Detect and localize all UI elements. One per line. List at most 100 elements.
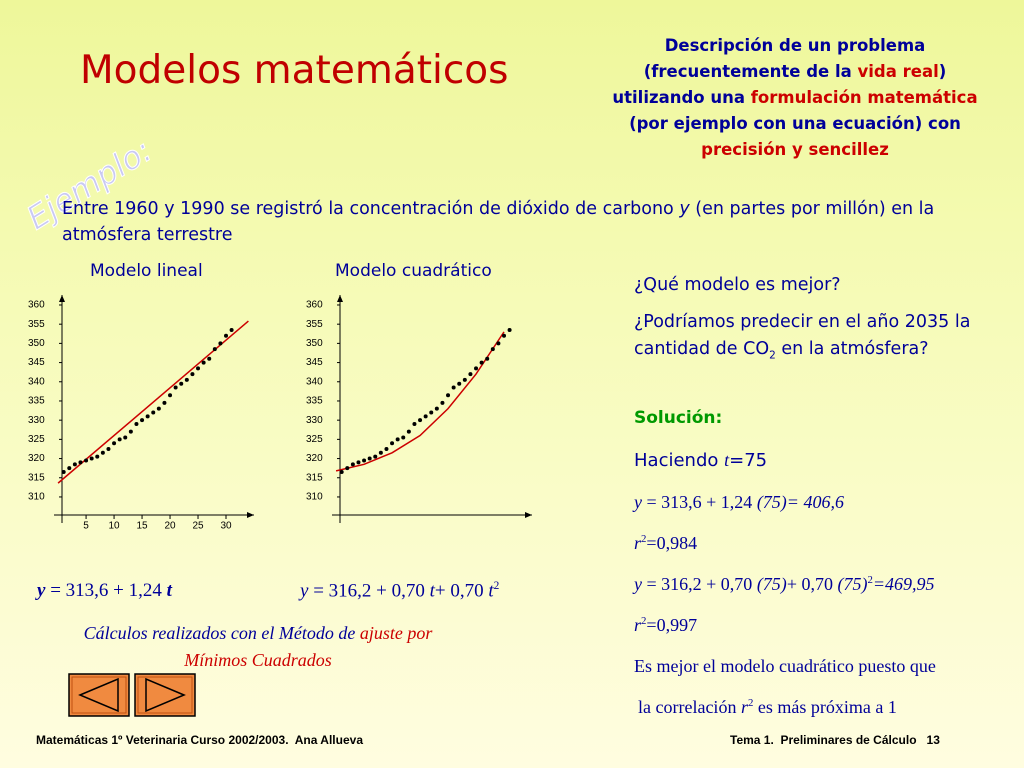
question: ¿Qué modelo es mejor? <box>634 275 841 295</box>
data-point <box>434 406 439 411</box>
y-tick-label: 320 <box>306 453 323 464</box>
data-point <box>140 418 145 423</box>
data-point <box>378 450 383 455</box>
data-point <box>201 360 206 365</box>
data-point <box>184 377 189 382</box>
data-point <box>61 469 66 474</box>
data-point <box>507 327 512 332</box>
questions: ¿Qué modelo es mejor? ¿Podríamos predeci… <box>634 272 1019 370</box>
solution-step: y = 313,6 + 1,24 (75)= 406,6 <box>634 492 844 513</box>
step-exp: 2 <box>641 533 647 545</box>
y-tick-label: 330 <box>306 415 323 426</box>
eq-text: = 313,6 + 1,24 <box>45 580 167 601</box>
data-point <box>350 462 355 467</box>
axis-arrow <box>247 512 254 518</box>
data-point <box>67 466 72 471</box>
solution-step: r2=0,997 <box>634 615 697 636</box>
method-highlight: ajuste por <box>359 623 433 643</box>
y-tick-label: 355 <box>28 319 45 330</box>
x-tick-label: 20 <box>164 521 176 532</box>
title: Modelos matemáticos <box>80 48 509 93</box>
data-point <box>173 385 178 390</box>
step-text: =0,984 <box>646 533 698 553</box>
data-point <box>196 366 201 371</box>
data-point <box>100 450 105 455</box>
eq-var: t <box>166 580 172 601</box>
data-point <box>229 327 234 332</box>
data-point <box>490 347 495 352</box>
solution-step: Es mejor el modelo cuadrático puesto que <box>634 656 936 676</box>
y-tick-label: 330 <box>28 415 45 426</box>
x-tick-label: 15 <box>136 521 148 532</box>
prev-button[interactable] <box>68 673 130 717</box>
data-point <box>112 441 117 446</box>
method: Cálculos realizados con el Método de aju… <box>28 620 488 674</box>
next-button[interactable] <box>134 673 196 717</box>
solution-step: y = 316,2 + 0,70 (75)+ 0,70 (75)2=469,95 <box>634 574 935 595</box>
step-text: =75 <box>729 450 768 471</box>
y-tick-label: 325 <box>28 434 45 445</box>
data-point <box>207 356 212 361</box>
data-point <box>151 410 156 415</box>
data-point <box>429 410 434 415</box>
data-point <box>457 381 462 386</box>
linear-equation: y = 313,6 + 1,24 t <box>37 580 172 602</box>
footer-right: Tema 1. Preliminares de Cálculo 13 <box>730 733 940 747</box>
eq-var: t <box>429 580 435 602</box>
y-tick-label: 320 <box>28 453 45 464</box>
chart-title: Modelo cuadrático <box>335 261 492 281</box>
data-point <box>502 333 507 338</box>
question-text: ¿Podríamos predecir en el año 2035 la ca… <box>634 312 971 359</box>
data-point <box>345 466 350 471</box>
footer-left: Matemáticas 1º Veterinaria Curso 2002/20… <box>36 733 363 747</box>
chart-title: Modelo lineal <box>90 261 203 281</box>
definition-text: (por ejemplo con una ecuación) con <box>629 114 961 133</box>
data-point <box>123 435 128 440</box>
data-point <box>367 456 372 461</box>
data-point <box>145 414 150 419</box>
step-exp: 2 <box>867 574 873 586</box>
data-point <box>162 400 167 405</box>
axis-arrow <box>525 512 532 518</box>
step-text: la correlación <box>638 697 741 717</box>
y-tick-label: 350 <box>306 338 323 349</box>
data-point <box>190 372 195 377</box>
step-text: = 316,2 + 0,70 <box>642 574 757 594</box>
data-point <box>373 454 378 459</box>
intro-text: (en partes por millón) en la atmósfera t… <box>62 199 935 245</box>
data-point <box>212 347 217 352</box>
data-point <box>423 414 428 419</box>
y-tick-label: 325 <box>306 434 323 445</box>
quadratic-equation: y = 316,2 + 0,70 t+ 0,70 t2 <box>300 580 499 602</box>
data-point <box>117 437 122 442</box>
definition-text: ) <box>938 62 947 81</box>
data-point <box>462 377 467 382</box>
eq-text: + 0,70 <box>434 580 489 602</box>
solution-heading: Solución: <box>634 408 723 428</box>
eq-var: t <box>488 580 494 602</box>
eq-exp: 2 <box>493 580 500 592</box>
definition: Descripción de un problema (frecuentemen… <box>585 33 1005 163</box>
data-point <box>95 454 100 459</box>
intro-text: Entre 1960 y 1990 se registró la concent… <box>62 199 680 219</box>
x-tick-label: 10 <box>108 521 120 532</box>
x-tick-label: 25 <box>192 521 204 532</box>
step-var: r <box>740 697 748 717</box>
solution-step: r2=0,984 <box>634 533 697 554</box>
definition-text: Descripción de un problema <box>664 36 926 55</box>
eq-text: = 316,2 + 0,70 <box>308 580 430 602</box>
y-tick-label: 345 <box>28 357 45 368</box>
y-tick-label: 310 <box>28 492 45 503</box>
data-point <box>496 341 501 346</box>
method-text: Cálculos realizados con el Método de <box>83 623 360 643</box>
step-text: (75) <box>756 574 787 594</box>
data-point <box>224 333 229 338</box>
solution-step: Haciendo t=75 <box>634 450 767 471</box>
eq-var: y <box>37 580 46 601</box>
fit-line <box>335 331 505 472</box>
x-tick-label: 30 <box>220 521 232 532</box>
question-sub: 2 <box>769 349 776 362</box>
y-tick-label: 360 <box>28 300 45 311</box>
step-text: es más próxima a 1 <box>753 697 897 717</box>
